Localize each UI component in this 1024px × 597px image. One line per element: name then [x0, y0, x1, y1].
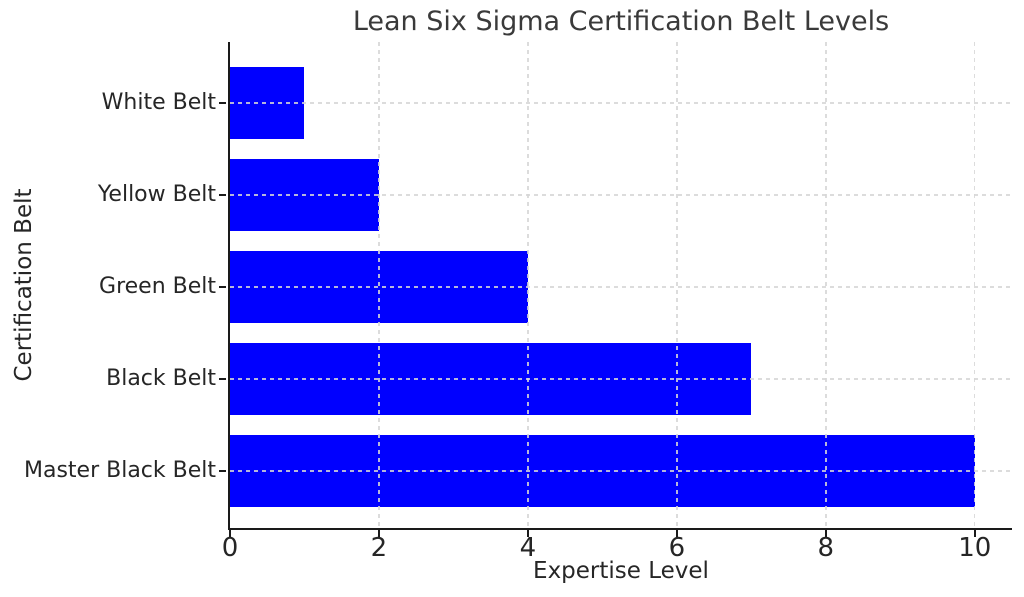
x-tick-mark: [675, 530, 678, 537]
plot-area: [219, 42, 1012, 537]
x-tick-label: 6: [668, 533, 686, 563]
y-tick-label: Master Black Belt: [23, 458, 216, 483]
y-tick-mark: [219, 470, 226, 472]
y-axis-spine: [228, 42, 230, 530]
y-tick-label: Yellow Belt: [97, 182, 216, 207]
gridline-horizontal: [230, 286, 1012, 288]
gridline-vertical: [974, 42, 976, 528]
x-tick-mark: [824, 530, 827, 537]
x-tick-mark: [377, 530, 380, 537]
x-tick-mark: [526, 530, 529, 537]
gridline-vertical: [825, 42, 827, 528]
x-axis-label: Expertise Level: [533, 558, 709, 584]
gridline-vertical: [527, 42, 529, 528]
gridline-horizontal: [230, 194, 1012, 196]
y-tick-mark: [219, 194, 226, 196]
gridline-horizontal: [230, 470, 1012, 472]
y-tick-mark: [219, 378, 226, 380]
gridline-vertical: [378, 42, 380, 528]
x-axis-spine: [228, 528, 1012, 530]
gridline-horizontal: [230, 378, 1012, 380]
x-tick-label: 0: [221, 533, 239, 563]
x-tick-label: 10: [958, 533, 992, 563]
gridline-vertical: [676, 42, 678, 528]
y-tick-label: White Belt: [101, 90, 216, 115]
y-tick-label: Green Belt: [99, 274, 216, 299]
x-tick-label: 4: [519, 533, 537, 563]
y-tick-mark: [219, 102, 226, 104]
x-tick-mark: [973, 530, 976, 537]
y-tick-mark: [219, 286, 226, 288]
x-tick-label: 8: [817, 533, 835, 563]
y-tick-label: Black Belt: [106, 366, 216, 391]
chart-title: Lean Six Sigma Certification Belt Levels: [352, 6, 890, 37]
gridline-horizontal: [230, 102, 1012, 104]
x-tick-mark: [229, 530, 231, 537]
x-tick-label: 2: [370, 533, 388, 563]
